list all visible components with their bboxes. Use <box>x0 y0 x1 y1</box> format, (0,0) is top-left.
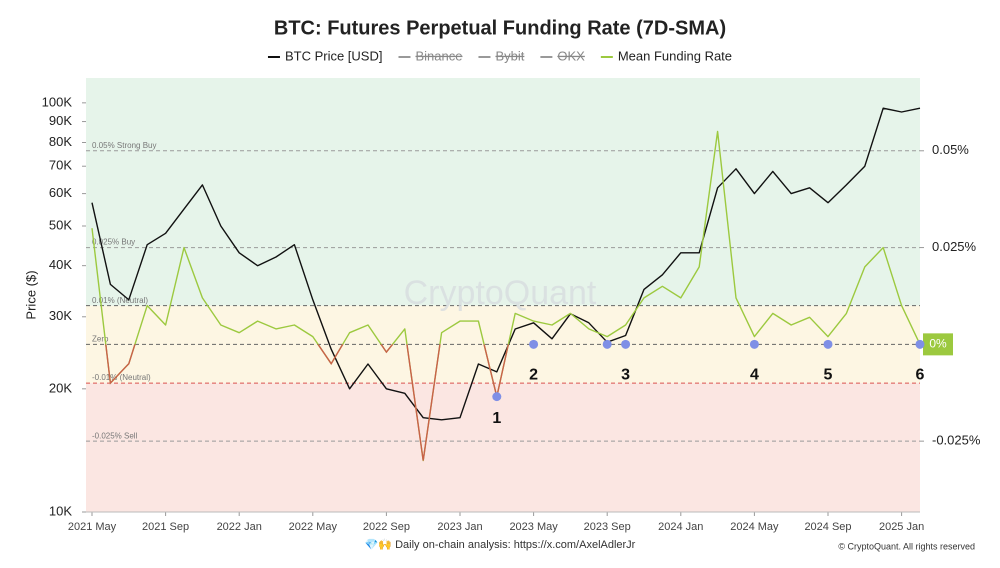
reference-label: 0.025% Buy <box>92 238 135 247</box>
marker <box>602 339 612 349</box>
y-tick-label: 60K <box>49 185 72 200</box>
legend-label: OKX <box>557 48 585 63</box>
y-axis-label: Price ($) <box>23 270 38 319</box>
end-label: 0% <box>929 337 947 351</box>
plot-area: 0.05% Strong Buy 0.025% Buy 0.01% (Neutral… <box>42 78 981 533</box>
legend: BTC Price [USD] Binance Bybit OKX Mean Fundi… <box>267 48 732 63</box>
marker <box>749 339 759 349</box>
marker-label: 4 <box>750 367 759 384</box>
legend-label: BTC Price [USD] <box>285 48 383 63</box>
y-tick-label: 30K <box>49 308 72 323</box>
x-tick-label: 2023 May <box>509 521 558 533</box>
marker <box>529 339 539 349</box>
x-tick-label: 2025 Jan <box>879 521 924 533</box>
y-tick-label: 40K <box>49 257 72 272</box>
funding-line-negative <box>105 344 921 461</box>
x-tick-label: 2023 Jan <box>437 521 482 533</box>
x-tick-label: 2021 Sep <box>142 521 189 533</box>
price-line <box>91 107 921 421</box>
y-tick-label: 80K <box>49 134 72 149</box>
x-tick-label: 2021 May <box>68 521 117 533</box>
copyright: © CryptoQuant. All rights reserved <box>838 541 975 551</box>
reference-label: 0.05% Strong Buy <box>92 141 156 150</box>
legend-label: Mean Funding Rate <box>618 48 732 63</box>
reference-label: -0.01% (Neutral) <box>92 373 151 382</box>
x-tick-label: 2024 May <box>730 521 779 533</box>
reference-label: Zero <box>92 334 109 343</box>
x-tick-label: 2023 Sep <box>584 521 631 533</box>
y2-tick-label: -0.025% <box>932 433 981 448</box>
reference-label: -0.025% Sell <box>92 431 138 440</box>
legend-label: Binance <box>415 48 462 63</box>
footer-note: 💎🙌 Daily on-chain analysis: https://x.co… <box>365 538 636 551</box>
x-tick-label: 2022 Sep <box>363 521 410 533</box>
end-label-box <box>923 333 953 356</box>
marker <box>492 392 502 402</box>
marker-label: 3 <box>621 367 630 384</box>
legend-label: Bybit <box>495 48 524 63</box>
x-tick-label: 2024 Sep <box>804 521 851 533</box>
y2-tick-label: 0.05% <box>932 142 969 157</box>
zone <box>86 383 920 512</box>
marker-label: 5 <box>824 367 833 384</box>
y2-tick-label: 0.025% <box>932 239 977 254</box>
marker <box>915 339 925 349</box>
y-tick-label: 20K <box>49 380 72 395</box>
x-tick-label: 2022 Jan <box>217 521 262 533</box>
y-tick-label: 100K <box>42 94 73 109</box>
y-tick-label: 50K <box>49 217 72 232</box>
y-tick-label: 70K <box>49 158 72 173</box>
marker-label: 1 <box>492 410 501 427</box>
marker-label: 2 <box>529 367 538 384</box>
y-tick-label: 90K <box>49 113 72 128</box>
chart-title: BTC: Futures Perpetual Funding Rate (7D-… <box>274 17 726 39</box>
zone <box>86 78 920 306</box>
x-tick-label: 2022 May <box>289 521 338 533</box>
reference-label: 0.01% (Neutral) <box>92 296 148 305</box>
marker <box>621 339 631 349</box>
marker-label: 6 <box>916 367 925 384</box>
y-tick-label: 10K <box>49 503 72 518</box>
watermark: CryptoQuant <box>404 274 597 312</box>
x-tick-label: 2024 Jan <box>658 521 703 533</box>
marker <box>823 339 833 349</box>
